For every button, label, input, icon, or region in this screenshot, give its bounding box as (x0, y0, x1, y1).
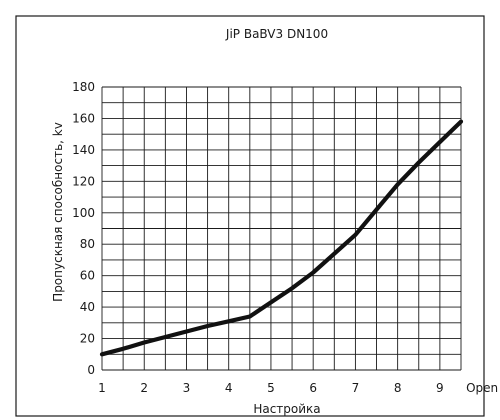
chart-title: JiP BaBV3 DN100 (225, 27, 328, 41)
y-tick-label: 20 (80, 332, 95, 346)
x-tick-label: 5 (267, 381, 275, 395)
x-axis-label: Настройка (253, 402, 320, 416)
x-tick-labels: 1 2 3 4 5 6 7 8 9 Open (98, 381, 498, 395)
series-line (99, 119, 464, 357)
x-tick-label: 7 (352, 381, 360, 395)
y-tick-label: 40 (80, 300, 95, 314)
x-tick-label: 3 (183, 381, 191, 395)
x-tick-label: 6 (309, 381, 317, 395)
series (99, 119, 464, 357)
x-tick-label: 9 (436, 381, 444, 395)
x-tick-label: 2 (140, 381, 148, 395)
y-axis-label: Пропускная способность, kv (51, 122, 65, 302)
y-tick-labels: 0 20 40 60 80 100 120 140 160 180 (72, 80, 95, 377)
y-tick-label: 0 (87, 363, 95, 377)
x-tick-label: 4 (225, 381, 233, 395)
y-tick-label: 80 (80, 237, 95, 251)
x-tick-label: Open (466, 381, 498, 395)
y-tick-label: 60 (80, 269, 95, 283)
y-tick-label: 180 (72, 80, 95, 94)
y-tick-label: 160 (72, 111, 95, 125)
y-tick-label: 100 (72, 206, 95, 220)
x-tick-label: 8 (394, 381, 402, 395)
x-tick-label: 1 (98, 381, 106, 395)
y-tick-label: 120 (72, 174, 95, 188)
y-tick-label: 140 (72, 143, 95, 157)
